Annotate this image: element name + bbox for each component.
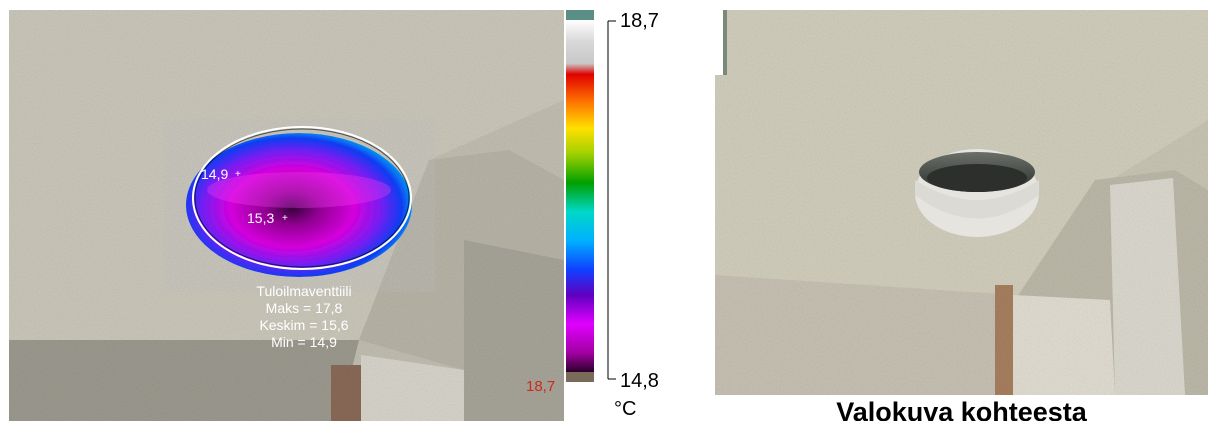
visible-photo xyxy=(715,10,1208,395)
corner-value: 18,7 xyxy=(526,378,555,395)
scale-bracket xyxy=(607,20,616,380)
color-scale-bar xyxy=(566,10,594,382)
spot-marker-2: + xyxy=(282,213,288,224)
thermal-image: 14,9 + 15,3 + Tuloilmaventtiili Maks = 1… xyxy=(9,10,564,421)
scale-max-label: 18,7 xyxy=(620,10,659,32)
spot-marker-1: + xyxy=(235,169,241,180)
roi-avg: Keskim = 15,6 xyxy=(259,317,348,333)
scale-min-label: 14,8 xyxy=(620,370,659,392)
heat-spot xyxy=(186,133,412,277)
roi-max: Maks = 17,8 xyxy=(266,300,343,316)
ceiling-vent xyxy=(915,149,1039,237)
roi-min: Min = 14,9 xyxy=(271,334,337,350)
spot-label-2: 15,3 xyxy=(247,210,274,226)
photo-caption: Valokuva kohteesta xyxy=(836,397,1087,421)
scale-unit-label: °C xyxy=(614,398,637,420)
roi-name: Tuloilmaventtiili xyxy=(256,283,351,299)
spot-label-1: 14,9 xyxy=(201,166,228,182)
roi-ellipse xyxy=(192,126,412,270)
